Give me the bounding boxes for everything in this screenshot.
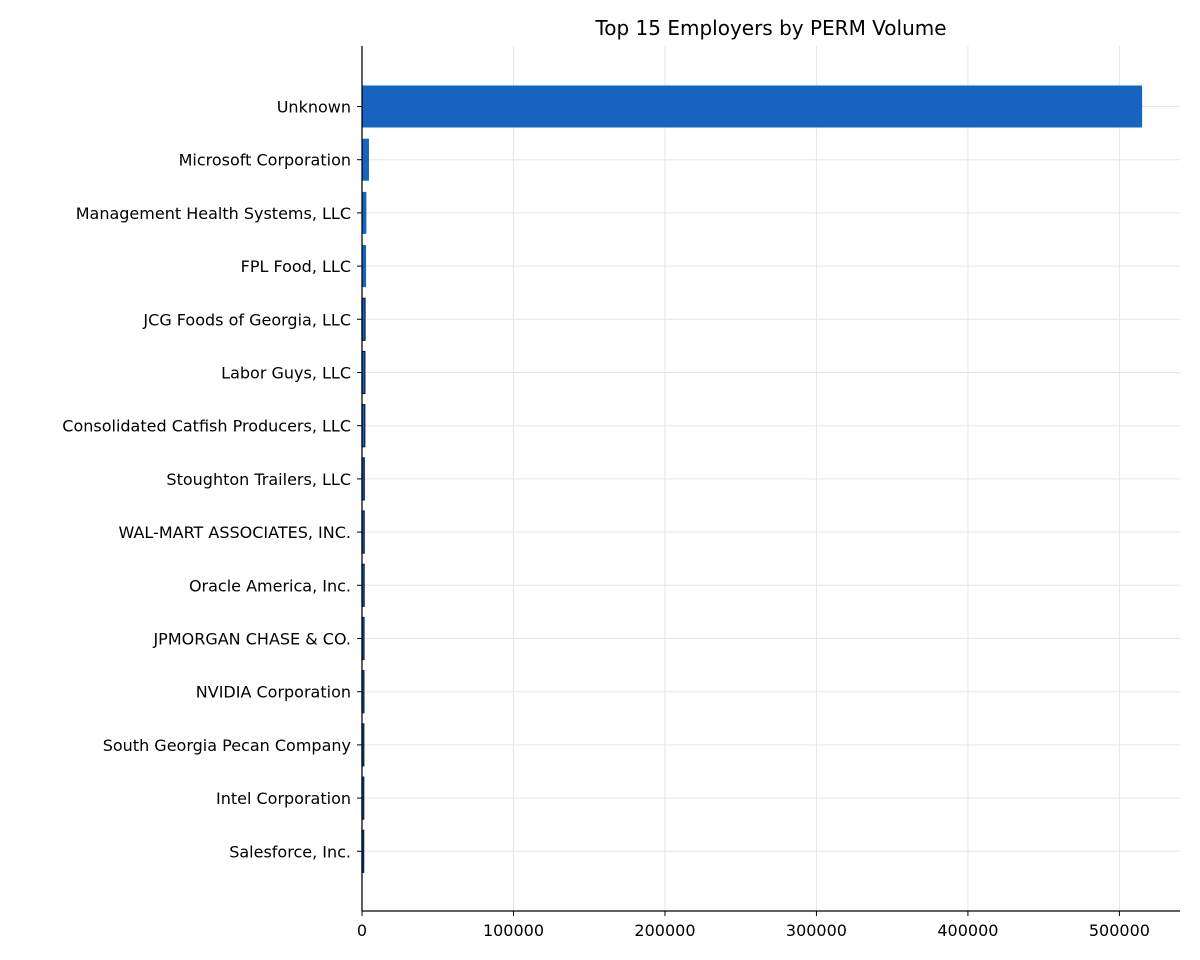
y-tick-label: NVIDIA Corporation (196, 683, 351, 702)
y-tick-label: WAL-MART ASSOCIATES, INC. (119, 523, 351, 542)
y-tick-label: Stoughton Trailers, LLC (166, 470, 351, 489)
x-tick-label: 200000 (634, 921, 695, 940)
y-tick-label: Consolidated Catfish Producers, LLC (62, 417, 351, 436)
y-tick-label: Salesforce, Inc. (229, 842, 351, 861)
tick-labels: 0 100000 200000 300000 400000 500000 Unknown Mi… (62, 98, 1150, 941)
y-tick-label: Intel Corporation (216, 789, 351, 808)
bar (362, 138, 369, 181)
y-tick-label: South Georgia Pecan Company (103, 736, 351, 755)
y-tick-label: Oracle America, Inc. (189, 576, 351, 595)
bar (362, 245, 367, 288)
y-tick-label: Unknown (277, 98, 351, 117)
x-tick-label: 400000 (937, 921, 998, 940)
y-tick-label: JPMORGAN CHASE & CO. (152, 630, 351, 649)
x-tick-label: 300000 (786, 921, 847, 940)
y-tick-label: FPL Food, LLC (241, 257, 351, 276)
x-tick-label: 100000 (483, 921, 544, 940)
chart-title: Top 15 Employers by PERM Volume (594, 16, 946, 40)
y-tick-label: Management Health Systems, LLC (76, 204, 351, 223)
x-tick-label: 500000 (1089, 921, 1150, 940)
x-tick-label: 0 (357, 921, 367, 940)
y-tick-label: Labor Guys, LLC (221, 364, 351, 383)
bar (362, 191, 367, 234)
grid-lines (361, 46, 1180, 911)
y-tick-label: Microsoft Corporation (179, 151, 351, 170)
y-tick-label: JCG Foods of Georgia, LLC (142, 310, 351, 329)
bar (362, 85, 1143, 128)
axes (357, 46, 1180, 916)
